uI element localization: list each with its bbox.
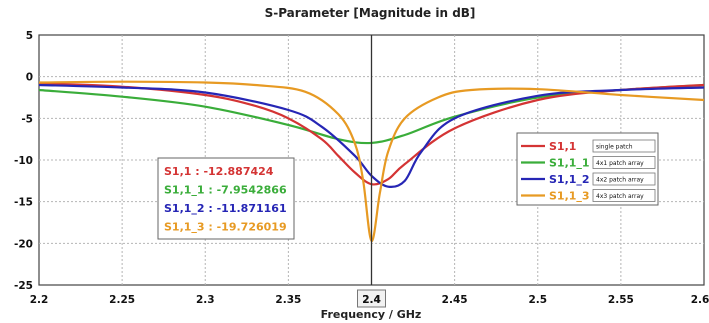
readout-box-frame bbox=[157, 157, 295, 240]
legend-entry-name: S1,1_3 bbox=[549, 190, 590, 203]
legend[interactable]: S1,1 single patch S1,1_1 4x1 patch array S1,… bbox=[516, 132, 659, 206]
legend-items: S1,1 single patch S1,1_1 4x1 patch array S1,… bbox=[521, 139, 656, 203]
y-tick-label: 5 bbox=[26, 30, 33, 42]
x-tick-label: 2.55 bbox=[608, 294, 634, 306]
readout-value: S1,1_3 : -19.726019 bbox=[164, 221, 287, 234]
legend-entry-description: 4x1 patch array bbox=[596, 160, 644, 167]
x-tick-label: 2.6 bbox=[691, 294, 709, 306]
x-axis-label: Frequency / GHz bbox=[321, 308, 422, 321]
x-tick-label: 2.2 bbox=[30, 294, 49, 306]
frequency-marker: 2.4 bbox=[357, 35, 386, 308]
legend-entry-name: S1,1 bbox=[549, 140, 576, 153]
readout-values: S1,1 : -12.887424 S1,1_1 : -7.9542866 S1,1… bbox=[164, 165, 287, 234]
series-line-s1-1-2 bbox=[38, 83, 705, 189]
marker-readout-box: S1,1 : -12.887424 S1,1_1 : -7.9542866 S1,1… bbox=[157, 157, 295, 240]
x-tick-label: 2.3 bbox=[196, 294, 215, 306]
y-tick-label: -5 bbox=[21, 113, 33, 125]
legend-description-box bbox=[592, 156, 656, 169]
legend-description-box bbox=[592, 139, 656, 153]
y-tick-label: -20 bbox=[14, 238, 33, 250]
chart-title: S-Parameter [Magnitude in dB] bbox=[265, 6, 476, 20]
legend-description-box bbox=[592, 172, 656, 186]
readout-value: S1,1 : -12.887424 bbox=[164, 165, 274, 178]
x-tick-label: 2.35 bbox=[275, 294, 301, 306]
legend-entry-description: 4x2 patch array bbox=[596, 177, 644, 184]
y-tick-label: -10 bbox=[14, 155, 33, 167]
x-tick-label: 2.4 bbox=[362, 294, 381, 306]
y-tick-label: -15 bbox=[14, 197, 33, 209]
y-tick-labels: 5 0 -5 -10 -15 -20 -25 bbox=[14, 30, 33, 292]
readout-value: S1,1_2 : -11.871161 bbox=[164, 202, 287, 215]
series-line-s1-1 bbox=[38, 82, 705, 186]
x-tick-label: 2.5 bbox=[528, 294, 547, 306]
x-tick-label: 2.25 bbox=[109, 294, 135, 306]
y-tick-label: -25 bbox=[14, 280, 33, 292]
legend-entry-name: S1,1_2 bbox=[549, 173, 590, 186]
legend-description-box bbox=[592, 189, 656, 202]
y-tick-label: 0 bbox=[26, 72, 33, 84]
marker-label-box bbox=[357, 289, 386, 308]
legend-entry-description: 4x3 patch array bbox=[596, 193, 644, 200]
x-tick-labels: 2.2 2.25 2.3 2.35 2.4 2.45 2.5 2.55 2.6 bbox=[30, 294, 709, 306]
legend-entry-description: single patch bbox=[596, 144, 633, 151]
legend-entry-name: S1,1_1 bbox=[549, 157, 590, 170]
marker-label: 2.4 bbox=[362, 294, 381, 306]
readout-value: S1,1_1 : -7.9542866 bbox=[164, 184, 287, 197]
x-tick-label: 2.45 bbox=[442, 294, 468, 306]
